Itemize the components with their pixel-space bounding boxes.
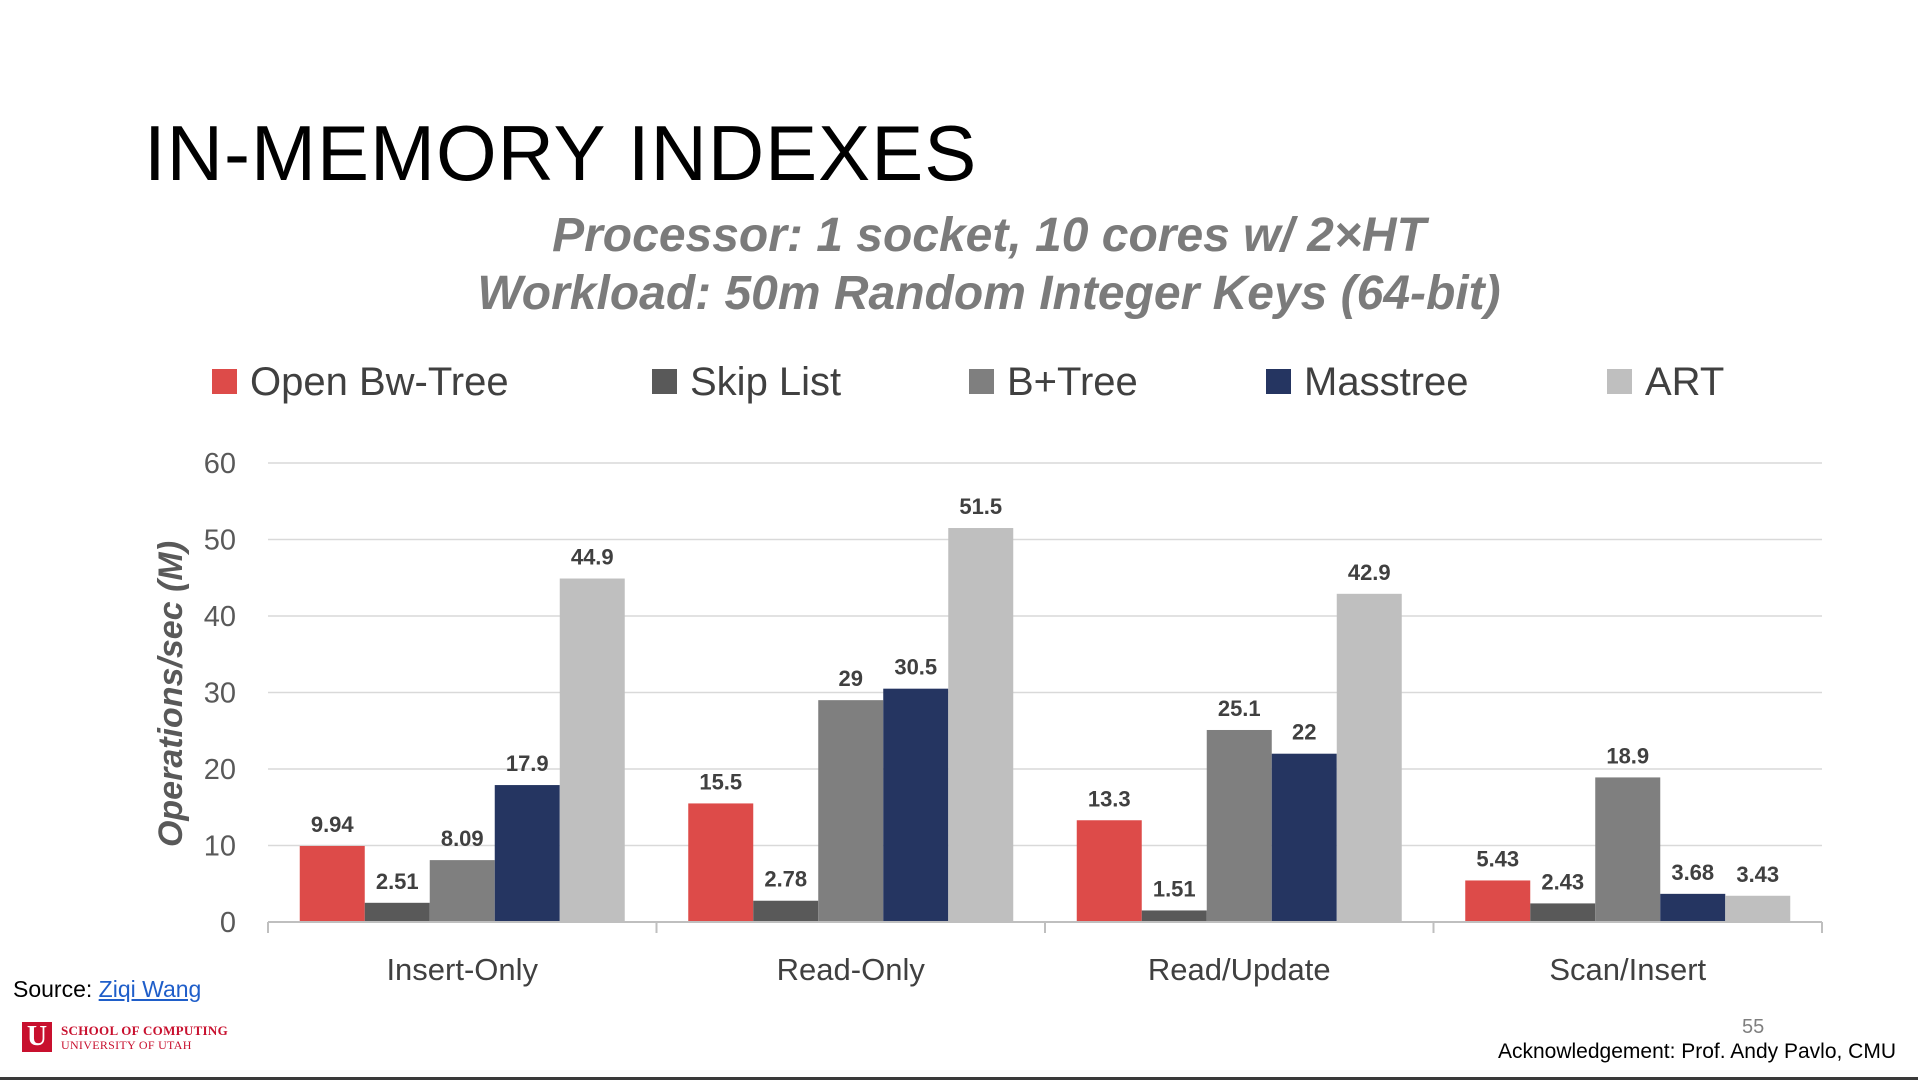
- data-label: 17.9: [506, 751, 549, 776]
- bars: 9.94 15.5 13.3 5.43 2.51 2.78 1.51 2.43 8.09 29 25…: [299, 494, 1791, 922]
- data-label: 51.5: [959, 494, 1002, 519]
- bar-b-tree: [1595, 777, 1661, 922]
- y-tick-label: 0: [220, 907, 236, 939]
- data-label: 30.5: [894, 655, 937, 680]
- legend-label: Masstree: [1304, 360, 1469, 404]
- y-axis-label: Operations/sec (M): [152, 541, 190, 847]
- slide-title: IN-MEMORY INDEXES: [144, 109, 978, 197]
- bar-b-tree: [429, 860, 495, 922]
- bar-art: [559, 578, 625, 922]
- gridlines: [268, 462, 1822, 847]
- legend-swatch: [212, 369, 237, 394]
- bar-b-tree: [818, 700, 884, 922]
- data-label: 44.9: [571, 545, 614, 570]
- bar-art: [1725, 895, 1791, 922]
- y-tick-label: 30: [204, 678, 236, 710]
- source-line: Source: Ziqi Wang: [13, 976, 201, 1003]
- y-tick-label: 40: [204, 601, 236, 633]
- x-category-label: Read-Only: [777, 952, 926, 987]
- subtitle-workload: Workload: 50m Random Integer Keys (64-bi…: [477, 267, 1501, 320]
- source-link[interactable]: Ziqi Wang: [98, 976, 202, 1002]
- utah-u-icon: U: [22, 1022, 52, 1052]
- bar-masstree: [883, 688, 949, 922]
- bar-open-bw-tree: [299, 845, 365, 922]
- data-label: 8.09: [441, 826, 484, 851]
- x-category-label: Insert-Only: [386, 952, 538, 987]
- legend-swatch: [1607, 369, 1632, 394]
- acknowledgement: Acknowledgement: Prof. Andy Pavlo, CMU: [1497, 1040, 1896, 1063]
- bar-masstree: [1271, 753, 1337, 922]
- bar-skip-list: [753, 900, 819, 922]
- bottom-divider: [0, 1077, 1918, 1080]
- data-label: 2.78: [764, 867, 807, 892]
- data-label: 13.3: [1088, 786, 1131, 811]
- x-category-label: Read/Update: [1148, 952, 1331, 987]
- legend: Open Bw-Tree Skip List B+Tree Masstree ART: [212, 360, 1724, 404]
- university-logo: U SCHOOL OF COMPUTING UNIVERSITY OF UTAH: [22, 1022, 228, 1052]
- data-label: 9.94: [311, 812, 355, 837]
- bar-open-bw-tree: [688, 803, 754, 922]
- data-label: 2.43: [1541, 869, 1584, 894]
- bar-art: [1336, 593, 1402, 922]
- data-label: 15.5: [699, 769, 742, 794]
- legend-swatch: [652, 369, 677, 394]
- y-tick-label: 50: [204, 525, 236, 557]
- logo-line-1: SCHOOL OF COMPUTING: [61, 1022, 229, 1038]
- subtitle-processor: Processor: 1 socket, 10 cores w/ 2×HT: [552, 209, 1426, 262]
- legend-label: Open Bw-Tree: [250, 360, 509, 404]
- bar-b-tree: [1206, 729, 1272, 922]
- y-tick-label: 60: [204, 448, 236, 480]
- x-category-label: Scan/Insert: [1549, 952, 1706, 987]
- data-label: 1.51: [1153, 876, 1196, 901]
- data-label: 29: [839, 666, 863, 691]
- bar-skip-list: [364, 902, 430, 922]
- data-label: 3.68: [1671, 860, 1714, 885]
- bar-chart: Open Bw-Tree Skip List B+Tree Masstree ART 9…: [152, 360, 1823, 987]
- data-label: 18.9: [1606, 743, 1649, 768]
- legend-swatch: [1266, 369, 1291, 394]
- legend-label: B+Tree: [1007, 360, 1138, 404]
- y-tick-label: 20: [204, 754, 236, 786]
- data-label: 5.43: [1476, 846, 1519, 871]
- source-label: Source:: [13, 976, 99, 1002]
- data-label: 42.9: [1348, 560, 1391, 585]
- bar-open-bw-tree: [1465, 880, 1531, 922]
- data-label: 3.43: [1736, 862, 1779, 887]
- data-label: 25.1: [1218, 696, 1261, 721]
- bar-masstree: [1660, 893, 1726, 922]
- logo-line-2: UNIVERSITY OF UTAH: [61, 1037, 192, 1052]
- axes: 0 10 20 30 40 50 60 Insert-Only Read-Only Read/Up…: [204, 448, 1823, 987]
- bar-skip-list: [1530, 903, 1596, 922]
- bar-open-bw-tree: [1076, 820, 1142, 922]
- bar-skip-list: [1141, 910, 1207, 922]
- data-label: 2.51: [376, 869, 419, 894]
- page-number: 55: [1742, 1016, 1765, 1038]
- legend-swatch: [969, 369, 994, 394]
- bar-masstree: [494, 785, 560, 922]
- legend-label: Skip List: [690, 360, 841, 404]
- y-tick-label: 10: [204, 831, 236, 863]
- data-label: 22: [1292, 720, 1316, 745]
- legend-label: ART: [1645, 360, 1724, 404]
- bar-art: [948, 528, 1014, 922]
